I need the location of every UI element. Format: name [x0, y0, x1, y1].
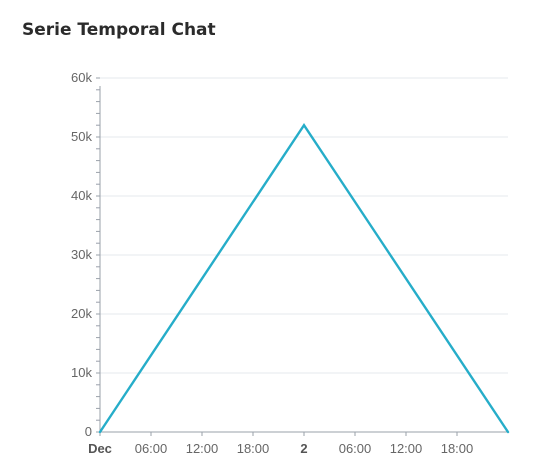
series-line	[98, 123, 510, 434]
x-tick-label: 18:00	[441, 441, 474, 456]
y-tick-label: 60k	[71, 70, 92, 85]
y-tick-label: 20k	[71, 306, 92, 321]
x-tick-label: 06:00	[135, 441, 168, 456]
y-tick-label: 10k	[71, 365, 92, 380]
y-tick-label: 30k	[71, 247, 92, 262]
chart-title: Serie Temporal Chat	[22, 20, 216, 40]
x-tick-label: Dec	[88, 441, 112, 456]
x-tick-label: 2	[300, 441, 307, 456]
y-tick-label: 50k	[71, 129, 92, 144]
x-tick-label: 12:00	[186, 441, 219, 456]
y-tick-label: 0	[85, 424, 92, 439]
x-tick-label: 06:00	[339, 441, 372, 456]
x-tick-label: 12:00	[390, 441, 423, 456]
y-tick-label: 40k	[71, 188, 92, 203]
x-tick-label: 18:00	[237, 441, 270, 456]
